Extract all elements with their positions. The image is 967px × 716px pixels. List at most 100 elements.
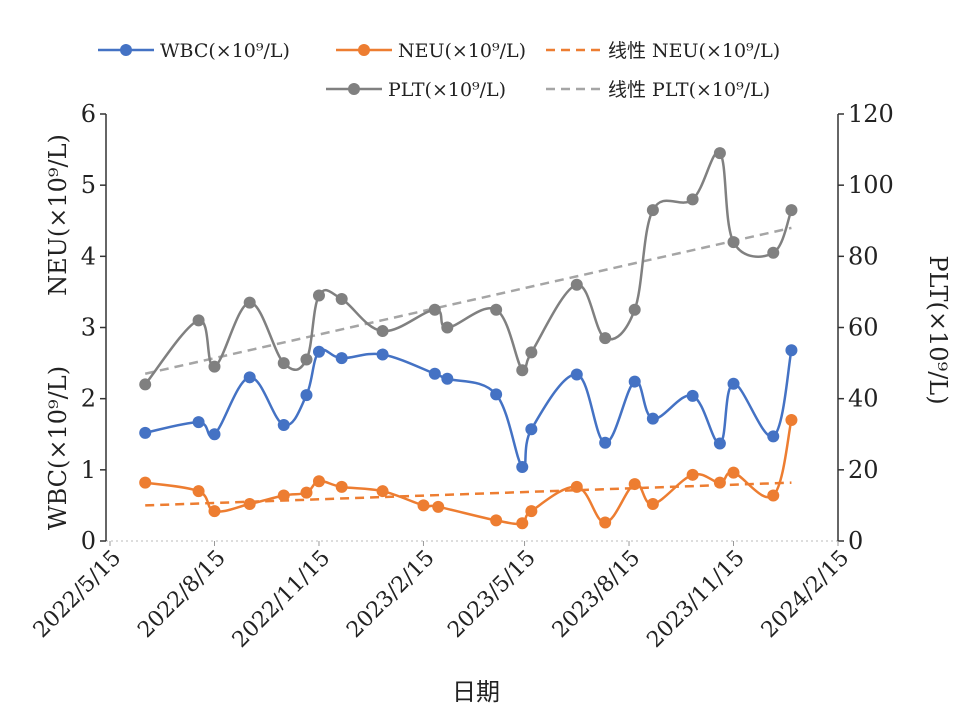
left-axis-label-wbc: WBC(×10⁹/L) xyxy=(44,366,72,530)
x-tick-label: 2023/8/15 xyxy=(548,546,645,643)
neu-point xyxy=(335,480,348,493)
wbc-point xyxy=(277,418,290,431)
wbc-point xyxy=(686,389,699,402)
wbc-point xyxy=(516,460,529,473)
neu-point xyxy=(376,485,389,498)
left-axis-label-neu: NEU(×10⁹/L) xyxy=(44,134,72,296)
neu-point xyxy=(490,514,503,527)
plt-point xyxy=(599,332,612,345)
plt-point xyxy=(243,296,256,309)
neu-point xyxy=(713,476,726,489)
neu-legend-marker xyxy=(358,44,370,56)
neu-point xyxy=(312,475,325,488)
series-points xyxy=(139,147,798,530)
neu-point xyxy=(525,505,538,518)
legend: WBC(×10⁹/L) NEU(×10⁹/L) 线性 NEU(×10⁹/L) PLT(… xyxy=(98,40,780,101)
plt-point xyxy=(139,378,152,391)
right-tick-label: 0 xyxy=(848,527,863,555)
wbc-point xyxy=(243,371,256,384)
neu-point xyxy=(139,476,152,489)
plt-point xyxy=(785,204,798,217)
trendlines xyxy=(144,226,792,507)
plt-point xyxy=(686,193,699,206)
neu-point xyxy=(767,489,780,502)
wbc-point xyxy=(335,352,348,365)
wbc-point xyxy=(428,367,441,380)
right-tick-label: 80 xyxy=(848,242,879,270)
x-tick-label: 2022/5/15 xyxy=(29,546,126,643)
wbc-point xyxy=(300,389,313,402)
x-tick-label: 2024/2/15 xyxy=(757,546,854,643)
plt-line xyxy=(144,151,793,386)
plt-point xyxy=(713,147,726,160)
neu_trend-trendline xyxy=(145,481,792,507)
left-tick-label: 6 xyxy=(81,100,96,128)
x-tick-label: 2022/11/15 xyxy=(228,546,335,653)
plt-point xyxy=(646,204,659,217)
neu-legend-label: NEU(×10⁹/L) xyxy=(398,40,526,62)
wbc-line xyxy=(144,348,793,470)
plt-point xyxy=(490,303,503,316)
wbc-point xyxy=(208,428,221,441)
x-axis-label: 日期 xyxy=(452,678,500,706)
plt-point xyxy=(516,364,529,377)
neu-point xyxy=(417,499,430,512)
right-tick-label: 120 xyxy=(848,100,894,128)
wbc-point xyxy=(139,426,152,439)
plt-point xyxy=(192,314,205,327)
plt-point xyxy=(727,236,740,249)
wbc-point xyxy=(490,388,503,401)
left-tick-label: 4 xyxy=(81,242,96,270)
left-tick-label: 0 xyxy=(81,527,96,555)
neu-point xyxy=(300,486,313,499)
neu-point xyxy=(727,466,740,479)
plt-point xyxy=(767,246,780,259)
neu-point xyxy=(686,468,699,481)
series-lines xyxy=(144,151,793,526)
plt_trend-legend-label: 线性 PLT(×10⁹/L) xyxy=(608,79,770,101)
wbc-point xyxy=(570,368,583,381)
plt-legend-marker xyxy=(348,83,360,95)
wbc-point xyxy=(376,348,389,361)
plt-point xyxy=(441,321,454,334)
left-tick-label: 3 xyxy=(81,314,96,342)
x-tick-label: 2022/8/15 xyxy=(133,546,230,643)
neu-point xyxy=(432,500,445,513)
right-axis-label-plt: PLT(×10⁹/L) xyxy=(924,255,952,404)
right-tick-label: 40 xyxy=(848,385,879,413)
neu-point xyxy=(646,497,659,510)
wbc-point xyxy=(713,437,726,450)
wbc-point xyxy=(525,423,538,436)
wbc-point xyxy=(785,344,798,357)
neu-point xyxy=(516,517,529,530)
plt-point xyxy=(277,357,290,370)
right-tick-label: 60 xyxy=(848,314,879,342)
plt-point xyxy=(628,303,641,316)
wbc-legend-label: WBC(×10⁹/L) xyxy=(160,40,290,62)
plt-point xyxy=(525,346,538,359)
neu-point xyxy=(599,516,612,529)
plt-point xyxy=(208,360,221,373)
neu-point xyxy=(785,414,798,427)
x-tick-label: 2023/2/15 xyxy=(342,546,439,643)
plt-legend-label: PLT(×10⁹/L) xyxy=(388,79,506,101)
plt-point xyxy=(428,303,441,316)
x-tick-label: 2023/11/15 xyxy=(642,546,749,653)
x-tick-label: 2023/5/15 xyxy=(443,546,540,643)
right-tick-label: 100 xyxy=(848,171,894,199)
plt-point xyxy=(312,289,325,302)
left-tick-label: 2 xyxy=(81,385,96,413)
wbc-point xyxy=(599,436,612,449)
plt-point xyxy=(376,325,389,338)
wbc-point xyxy=(628,375,641,388)
plt-point xyxy=(570,278,583,291)
wbc-point xyxy=(441,372,454,385)
neu-point xyxy=(628,478,641,491)
neu-point xyxy=(243,497,256,510)
right-tick-label: 20 xyxy=(848,456,879,484)
neu-point xyxy=(277,489,290,502)
wbc-legend-marker xyxy=(120,44,132,56)
wbc-point xyxy=(312,345,325,358)
